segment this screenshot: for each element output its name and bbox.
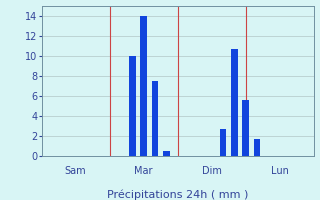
Bar [253, 139, 260, 156]
Bar [140, 16, 147, 156]
Text: Sam: Sam [65, 166, 86, 177]
Text: Dim: Dim [202, 166, 221, 177]
Bar [231, 49, 238, 156]
Text: Précipitations 24h ( mm ): Précipitations 24h ( mm ) [107, 189, 248, 200]
Text: Mar: Mar [134, 166, 153, 177]
Bar [220, 129, 226, 156]
Bar [242, 100, 249, 156]
Bar [163, 151, 170, 156]
Text: Lun: Lun [271, 166, 289, 177]
Bar [152, 81, 158, 156]
Bar [129, 56, 136, 156]
